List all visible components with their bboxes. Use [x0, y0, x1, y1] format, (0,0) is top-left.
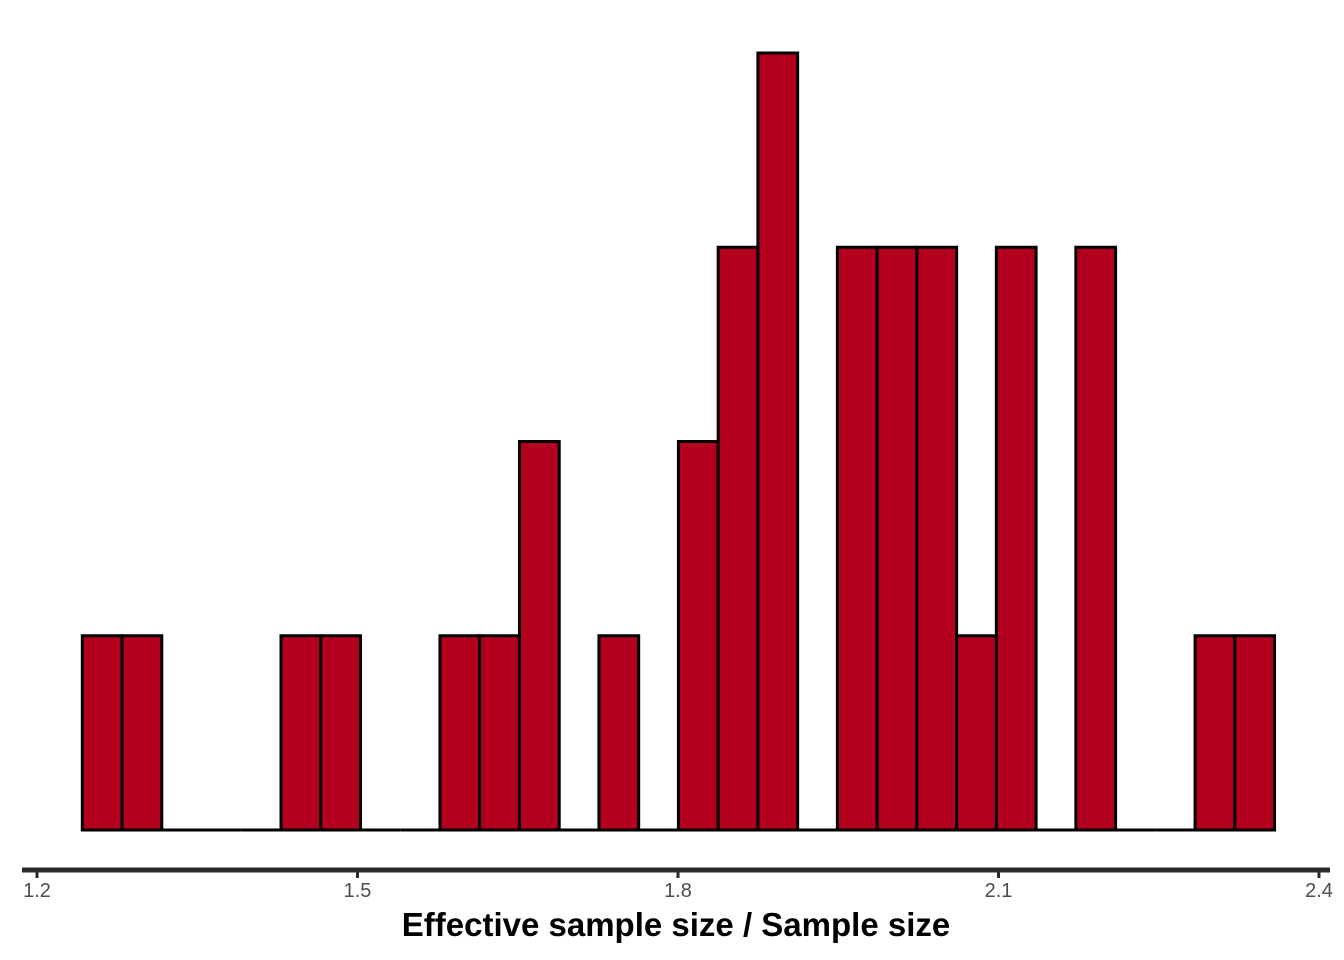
histogram-bar	[478, 634, 521, 832]
x-tick-label: 1.2	[23, 880, 51, 902]
histogram-bar	[1233, 634, 1277, 832]
histogram-bar	[80, 634, 124, 832]
histogram-bar	[875, 245, 919, 832]
histogram-bar	[120, 634, 164, 832]
histogram-bar	[915, 245, 959, 832]
x-axis-ticks: 1.2 1.5 1.8 2.1 2.4	[23, 870, 1333, 902]
histogram-bar	[319, 634, 362, 832]
x-tick-label: 2.1	[985, 880, 1013, 902]
bars	[80, 51, 1277, 832]
histogram-bar	[676, 440, 720, 832]
histogram-bar	[279, 634, 323, 832]
histogram-bar	[1193, 634, 1237, 832]
histogram-bar	[955, 634, 998, 832]
x-tick-label: 2.4	[1305, 880, 1333, 902]
x-axis-title: Effective sample size / Sample size	[402, 906, 950, 943]
x-tick-label: 1.8	[664, 880, 692, 902]
x-tick-label: 1.5	[344, 880, 372, 902]
histogram-bar	[835, 245, 879, 832]
histogram-bar	[517, 440, 561, 832]
histogram-bar	[438, 634, 482, 832]
histogram-bar	[994, 245, 1038, 832]
histogram-bar	[597, 634, 641, 832]
histogram-bar	[1074, 245, 1118, 832]
histogram-bar	[756, 51, 800, 832]
histogram-bar	[716, 245, 760, 832]
